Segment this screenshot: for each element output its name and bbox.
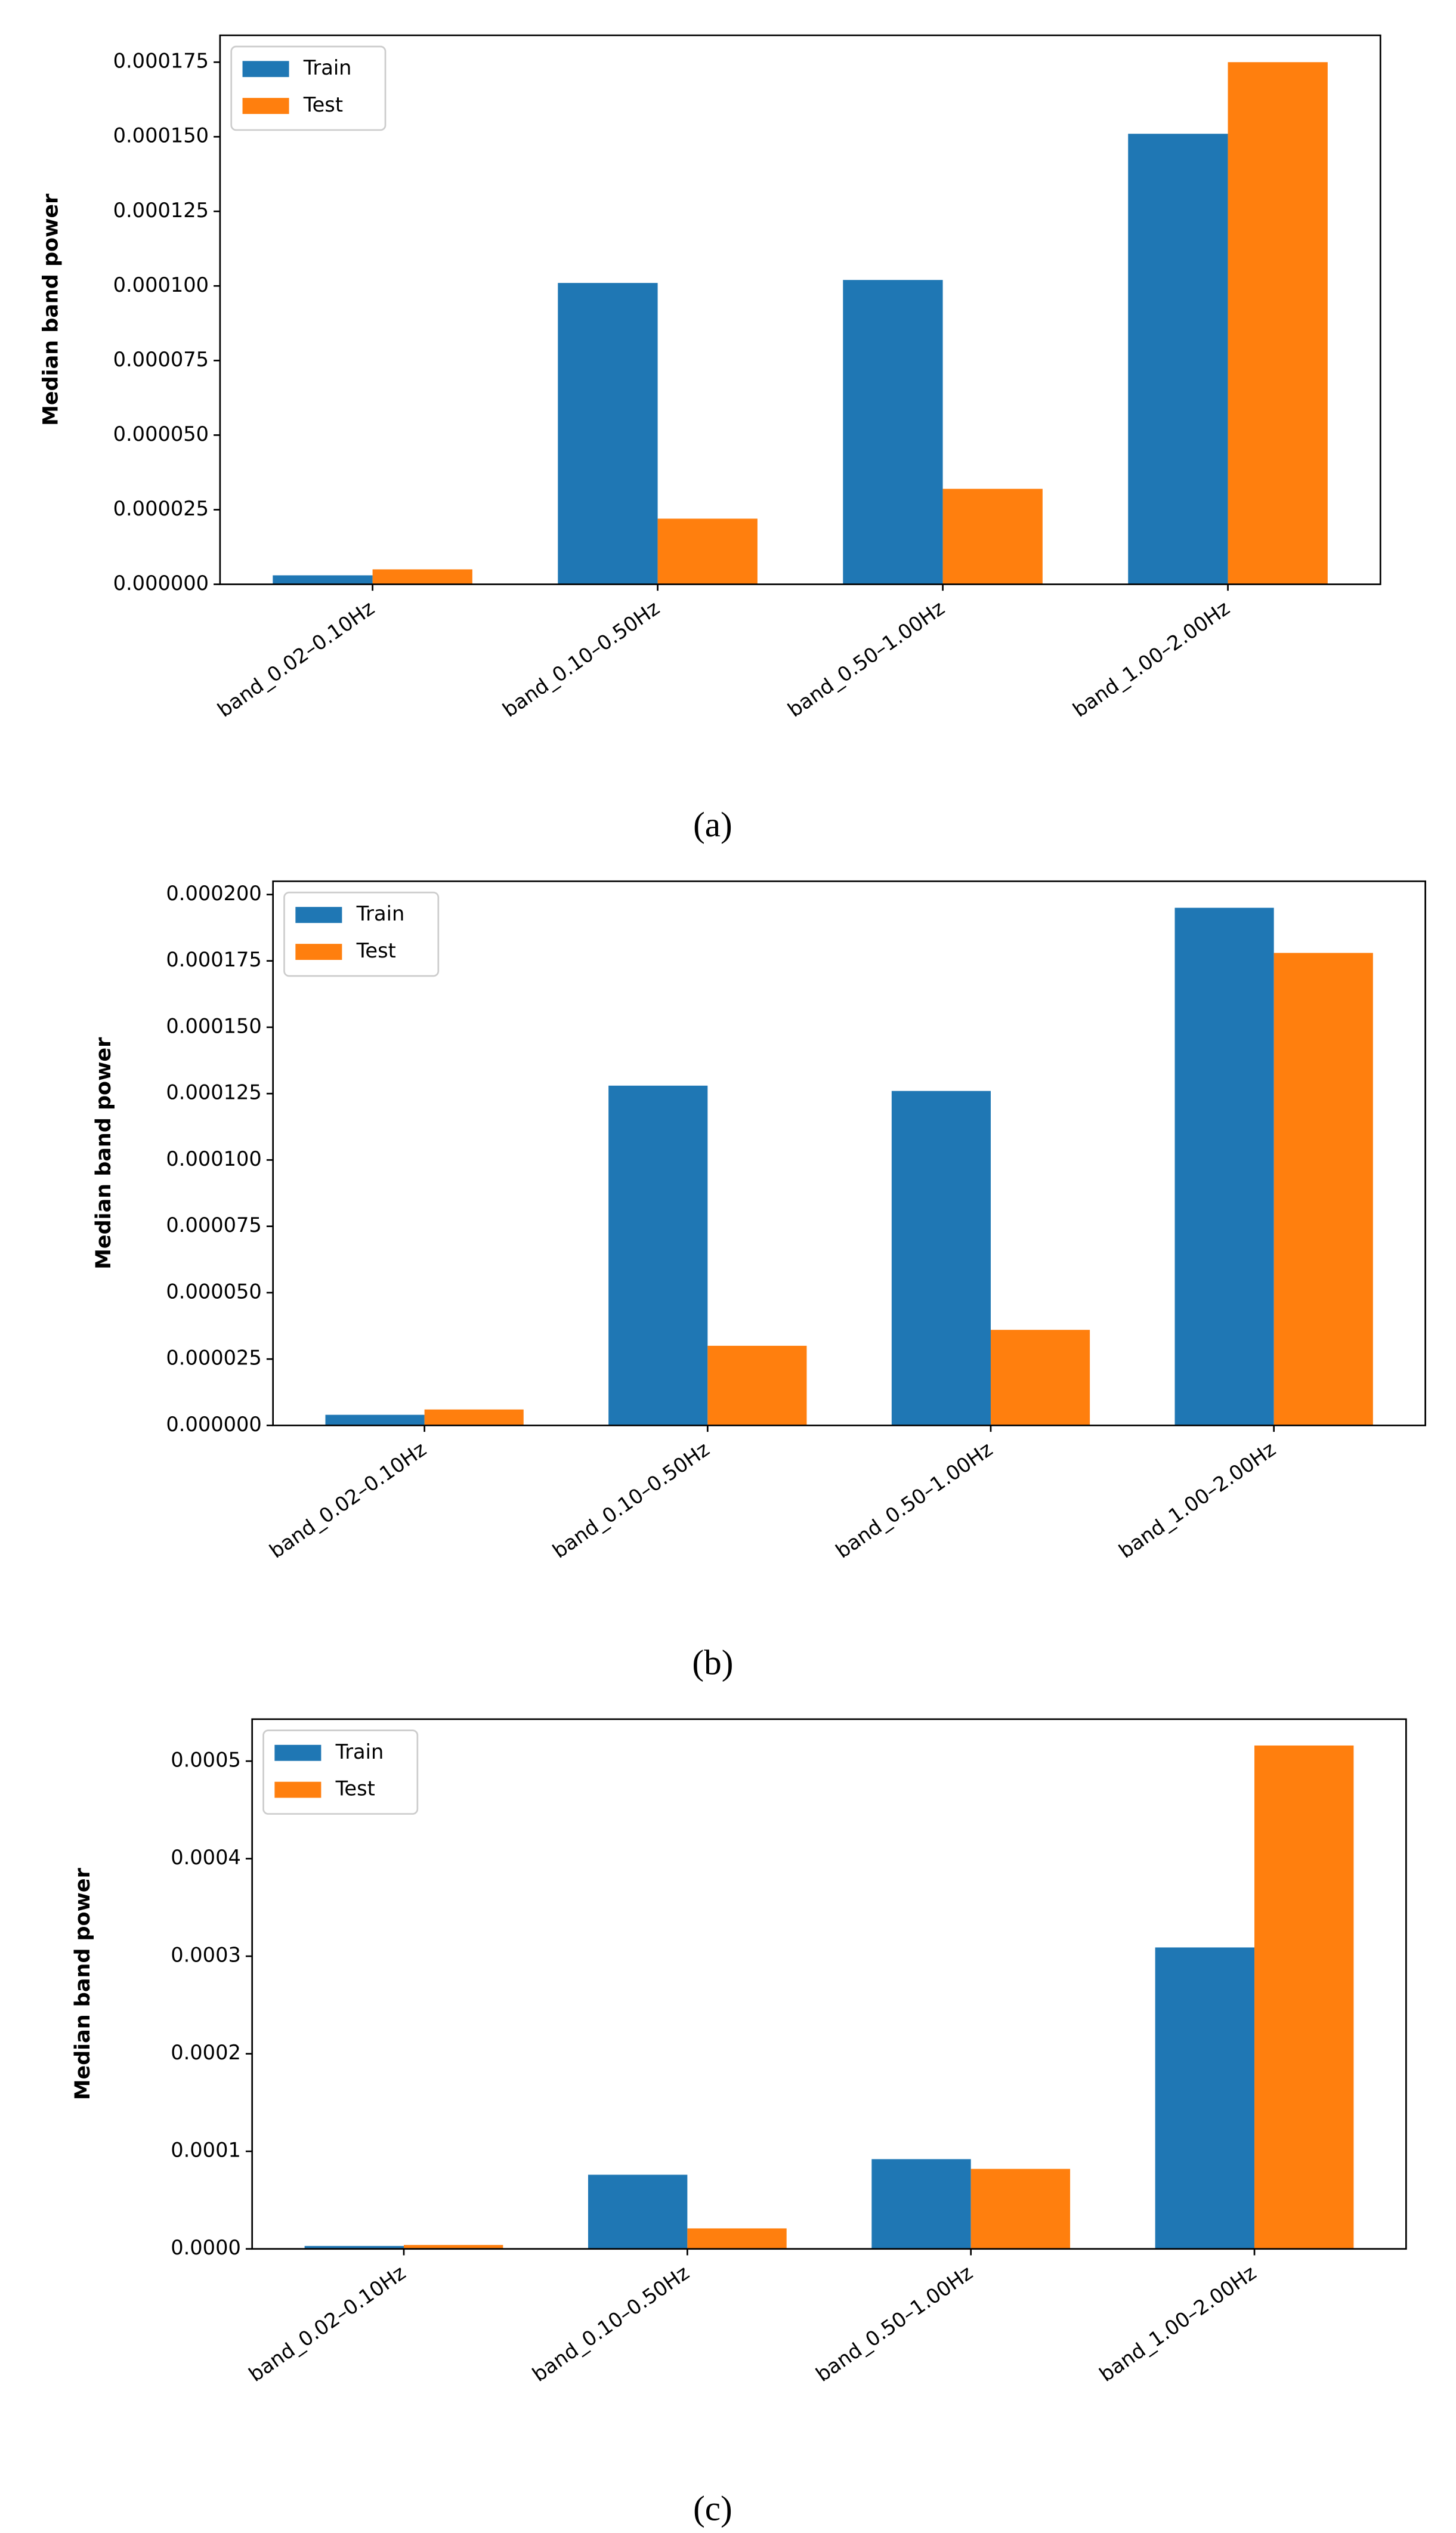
bar [273, 575, 373, 585]
legend-swatch [274, 1781, 322, 1798]
x-tick-label: band_1.00–2.00Hz [1069, 596, 1234, 721]
bar [942, 489, 1043, 585]
y-tick-label: 0.000050 [166, 1280, 261, 1303]
y-tick-label: 0.0000 [171, 2236, 241, 2259]
bar [990, 1330, 1090, 1426]
y-tick-label: 0.000175 [113, 50, 209, 73]
y-tick-label: 0.000125 [166, 1081, 261, 1104]
y-tick-label: 0.000050 [113, 422, 209, 446]
bar [871, 2159, 971, 2249]
legend-swatch [242, 98, 289, 115]
bar [588, 2174, 688, 2249]
chart-panel: 0.000000 0.000025 0.000050 0.000075 0.000100… [92, 880, 1426, 1682]
legend-label: Train [356, 902, 405, 925]
bar [304, 2245, 404, 2249]
bar [372, 569, 472, 585]
x-tick-label: band_0.10–0.50Hz [528, 2261, 693, 2386]
y-tick-label: 0.0003 [171, 1944, 241, 1967]
y-tick-label: 0.000125 [113, 199, 209, 222]
bar [843, 280, 943, 585]
bar [1228, 62, 1328, 585]
legend-swatch [242, 61, 289, 78]
x-tick-label: band_0.02–0.10Hz [245, 2261, 410, 2386]
x-tick-label: band_0.10–0.50Hz [548, 1437, 713, 1562]
bar [325, 1414, 425, 1426]
y-tick-label: 0.000075 [113, 348, 209, 371]
bar [970, 2169, 1071, 2249]
plot-frame [272, 880, 1426, 1426]
x-tick-label: band_1.00–2.00Hz [1115, 1437, 1280, 1562]
legend-swatch [295, 944, 342, 960]
y-tick-label: 0.0001 [171, 2139, 241, 2162]
x-tick-label: band_0.50–1.00Hz [831, 1437, 997, 1562]
panel-caption: (a) [693, 805, 732, 844]
panel-caption: (c) [693, 2489, 732, 2528]
chart-panel: 0.000000 0.000025 0.000050 0.000075 0.000100… [39, 34, 1381, 844]
bar [1174, 907, 1274, 1426]
y-tick-label: 0.0005 [171, 1749, 241, 1772]
bar [707, 1345, 807, 1426]
bar [657, 518, 758, 585]
x-tick-label: band_0.02–0.10Hz [214, 596, 379, 721]
panel-caption: (b) [692, 1643, 733, 1682]
y-axis-label: Median band power [92, 1037, 116, 1269]
x-tick-label: band_0.02–0.10Hz [265, 1437, 431, 1562]
bar [608, 1085, 708, 1426]
legend-label: Train [335, 1740, 384, 1763]
bar [1155, 1947, 1255, 2249]
bar [424, 1409, 524, 1426]
y-tick-label: 0.000100 [113, 273, 209, 296]
y-axis-label: Median band power [39, 193, 63, 426]
y-tick-label: 0.0002 [171, 2041, 241, 2064]
bar [1273, 953, 1373, 1426]
bar [1254, 1745, 1354, 2249]
y-tick-label: 0.000150 [166, 1014, 261, 1037]
bar [404, 2245, 503, 2249]
y-tick-label: 0.000025 [113, 497, 209, 520]
y-tick-label: 0.000150 [113, 124, 209, 147]
legend-swatch [274, 1744, 322, 1761]
y-tick-label: 0.000075 [166, 1213, 261, 1237]
bar [891, 1091, 991, 1426]
bar [1128, 134, 1228, 585]
x-tick-label: band_0.50–1.00Hz [812, 2261, 977, 2386]
legend-label: Test [356, 939, 396, 962]
y-tick-label: 0.000100 [166, 1147, 261, 1170]
y-tick-label: 0.000025 [166, 1346, 261, 1370]
y-tick-label: 0.000000 [113, 572, 209, 595]
y-tick-label: 0.0004 [171, 1846, 241, 1869]
legend-swatch [295, 907, 342, 923]
y-tick-label: 0.000200 [166, 882, 261, 905]
x-tick-label: band_1.00–2.00Hz [1095, 2261, 1260, 2386]
y-axis-label: Median band power [71, 1867, 95, 2100]
y-tick-label: 0.000175 [166, 948, 261, 971]
chart-panel: 0.0000 0.0001 0.0002 0.0003 0.0004 0.0005 band… [71, 1718, 1407, 2528]
legend-label: Train [303, 56, 352, 79]
y-tick-label: 0.000000 [166, 1413, 261, 1436]
bar [687, 2228, 787, 2249]
x-tick-label: band_0.10–0.50Hz [499, 596, 664, 721]
plot-frame [251, 1718, 1407, 2250]
legend-label: Test [303, 93, 343, 116]
legend-label: Test [335, 1777, 375, 1800]
bar [558, 283, 658, 585]
plot-frame [219, 34, 1381, 585]
x-tick-label: band_0.50–1.00Hz [784, 596, 949, 721]
